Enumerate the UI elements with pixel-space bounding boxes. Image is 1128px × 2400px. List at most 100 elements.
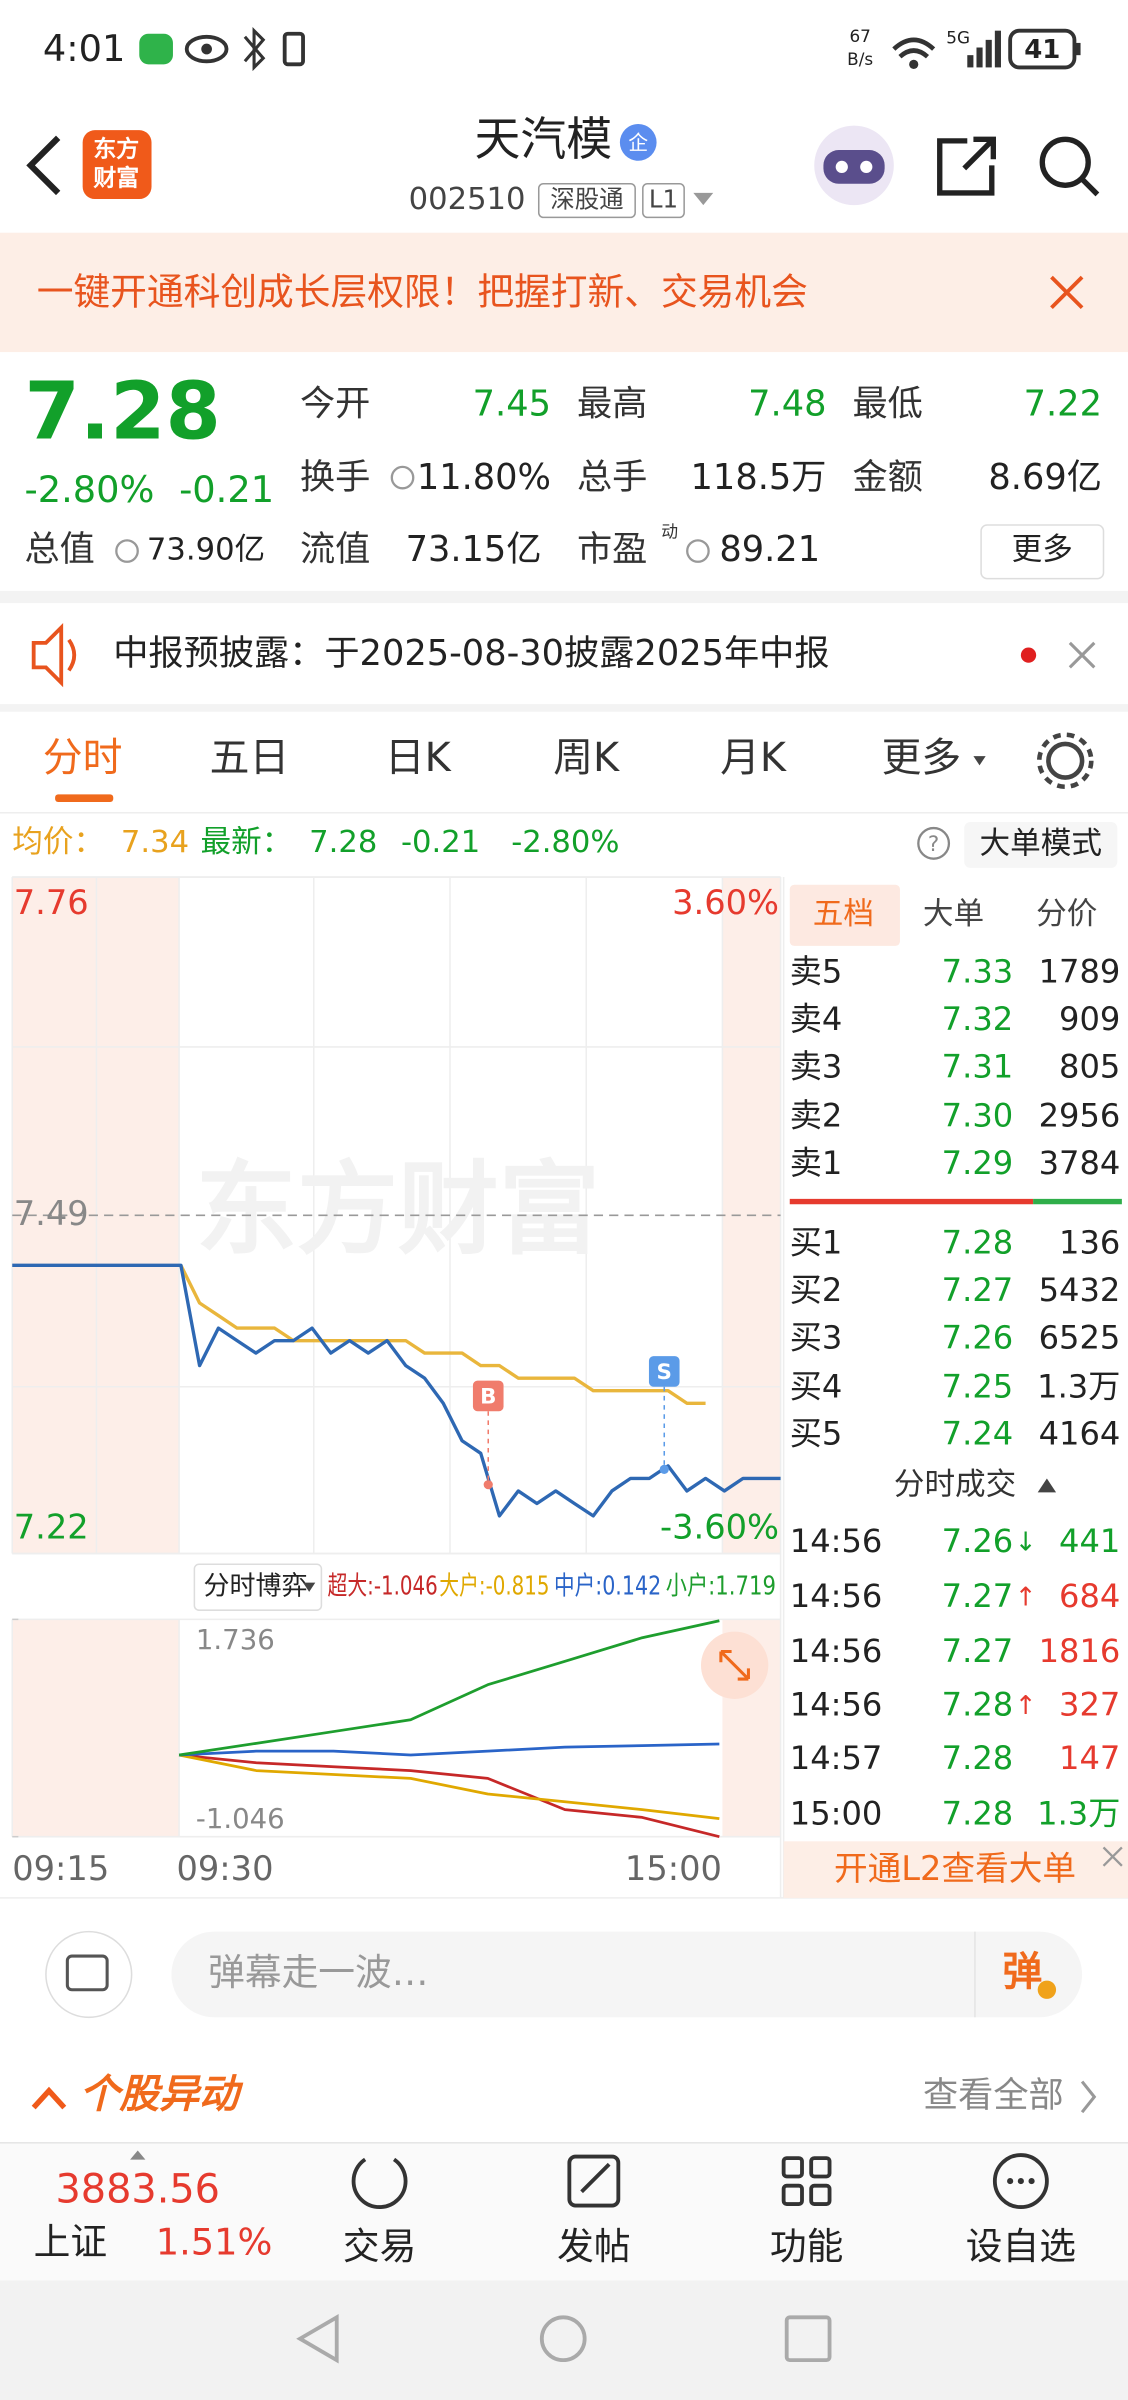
banner-text[interactable]: 一键开通科创成长层权限！把握打新、交易机会 <box>37 270 808 313</box>
indicator-selector-text[interactable]: 分时博弈 <box>204 1572 308 1602</box>
badge-icon <box>619 124 657 161</box>
period-tab[interactable]: 更多 <box>882 735 962 781</box>
help-text[interactable]: ? <box>928 832 939 857</box>
close-banner[interactable] <box>1050 275 1084 310</box>
close-promo[interactable] <box>1102 1846 1123 1867</box>
close-notice[interactable] <box>1068 641 1096 669</box>
info-icon[interactable] <box>115 539 139 563</box>
index-value[interactable]: 3883.56 <box>55 2166 220 2212</box>
change-percent: -2.80% <box>511 825 619 860</box>
eye-icon <box>184 34 229 64</box>
change-percent: -2.80% <box>24 468 154 511</box>
book-price: 7.24 <box>942 1415 1014 1453</box>
quote-label-sup: 动 <box>661 522 678 542</box>
info-icon[interactable] <box>686 539 710 563</box>
nav-back[interactable] <box>296 2313 339 2364</box>
signal-icon <box>967 30 1001 68</box>
book-volume: 6525 <box>1039 1318 1121 1356</box>
post-icon[interactable] <box>580 2162 611 2194</box>
settings-button[interactable] <box>1046 741 1085 780</box>
collapse-icon[interactable] <box>31 2086 67 2110</box>
system-nav <box>0 2280 1128 2400</box>
indicator-selector[interactable] <box>193 1563 323 1611</box>
more-button-text[interactable]: 更多 <box>1012 533 1073 568</box>
comment-placeholder[interactable]: 弹幕走一波… <box>208 1951 428 1994</box>
bluetooth-icon <box>243 26 266 72</box>
expand-button[interactable] <box>719 1649 750 1681</box>
info-icon[interactable] <box>390 465 415 490</box>
index-change[interactable]: 1.51% <box>156 2220 273 2263</box>
notice-text[interactable]: 中报预披露：于2025-08-30披露2025年中报 <box>113 633 829 674</box>
comment-toggle[interactable] <box>65 1954 109 1992</box>
quote-label: 流值 <box>300 529 370 570</box>
trade-marker-label[interactable]: B <box>480 1384 496 1409</box>
chevron-icon[interactable] <box>1080 2080 1097 2114</box>
trade-volume: 684 <box>1059 1577 1120 1615</box>
trade-volume: 147 <box>1059 1739 1120 1777</box>
period-tab[interactable]: 五日 <box>210 735 290 781</box>
watermark: 东方财富 <box>196 1151 600 1269</box>
tag: 深股通 <box>550 185 623 214</box>
nav-item[interactable]: 发帖 <box>557 2225 630 2268</box>
watchlist-icon[interactable] <box>992 2153 1049 2210</box>
sort-icon[interactable] <box>1037 1478 1057 1493</box>
book-label: 卖4 <box>790 1000 843 1038</box>
search-button[interactable] <box>1039 136 1091 188</box>
book-volume: 4164 <box>1039 1415 1121 1453</box>
quote-label: 总值 <box>24 529 94 570</box>
promo-bg[interactable] <box>783 1841 1128 1898</box>
trade-volume: 1816 <box>1039 1632 1121 1670</box>
quote-value: 8.69亿 <box>988 457 1102 498</box>
banner-bg[interactable] <box>0 232 1128 353</box>
period-tab[interactable]: 日K <box>385 735 452 781</box>
dropdown-icon[interactable] <box>693 192 714 206</box>
tag-box <box>642 182 685 219</box>
eye-icon <box>201 43 212 55</box>
avg-value: 7.34 <box>121 825 189 860</box>
trade-price: 7.26 <box>942 1522 1014 1560</box>
book-tab[interactable]: 分价 <box>1036 897 1097 932</box>
comment-button[interactable]: 弹 <box>1002 1949 1042 1995</box>
net-speed: 67 <box>849 26 870 46</box>
mode-button-text[interactable]: 大单模式 <box>980 826 1102 861</box>
nav-item[interactable]: 交易 <box>343 2225 416 2268</box>
nav-item[interactable]: 功能 <box>770 2225 843 2268</box>
wifi-icon <box>909 59 919 69</box>
dropdown-icon[interactable] <box>973 756 986 766</box>
trade-volume: 441 <box>1059 1522 1120 1560</box>
section-link[interactable]: 查看全部 <box>923 2075 1064 2116</box>
book-tab[interactable]: 五档 <box>813 897 874 932</box>
nav-home[interactable] <box>539 2315 587 2363</box>
nav-item[interactable]: 设自选 <box>966 2225 1076 2268</box>
more-button[interactable] <box>980 524 1105 580</box>
nav-recent[interactable] <box>784 2315 832 2363</box>
trade-icon[interactable] <box>351 2153 408 2210</box>
search-button[interactable] <box>1080 177 1100 197</box>
trade-marker-label[interactable]: S <box>657 1360 672 1385</box>
share-button[interactable] <box>937 136 996 196</box>
dropdown-icon[interactable] <box>303 1582 316 1592</box>
mode-button[interactable] <box>964 821 1118 868</box>
quote-value: 7.22 <box>1024 384 1102 425</box>
period-tab[interactable]: 分时 <box>43 735 123 781</box>
index-name[interactable]: 上证 <box>34 2220 107 2263</box>
post-icon[interactable] <box>567 2154 621 2208</box>
back-button[interactable] <box>26 135 61 196</box>
y2-tick-label: 3.60% <box>672 883 779 922</box>
trade-marker[interactable] <box>648 1356 680 1387</box>
series-line <box>178 1753 720 1821</box>
trade-marker[interactable] <box>472 1380 504 1412</box>
comment-input[interactable] <box>171 1931 1083 2018</box>
promo-text[interactable]: 开通L2查看大单 <box>834 1849 1076 1888</box>
function-icon[interactable] <box>781 2156 832 2206</box>
comment-toggle[interactable] <box>45 1930 133 2019</box>
trades-title[interactable]: 分时成交 <box>894 1468 1016 1503</box>
period-tab[interactable]: 月K <box>720 735 787 781</box>
trade-price: 7.27 <box>942 1577 1014 1615</box>
trade-arrow: ↑ <box>1015 1582 1037 1612</box>
help-icon[interactable] <box>917 826 951 860</box>
tag: L1 <box>649 185 678 214</box>
book-tab[interactable]: 大单 <box>923 897 984 932</box>
y-tick-label: 7.22 <box>14 1508 89 1547</box>
period-tab[interactable]: 周K <box>553 735 620 781</box>
